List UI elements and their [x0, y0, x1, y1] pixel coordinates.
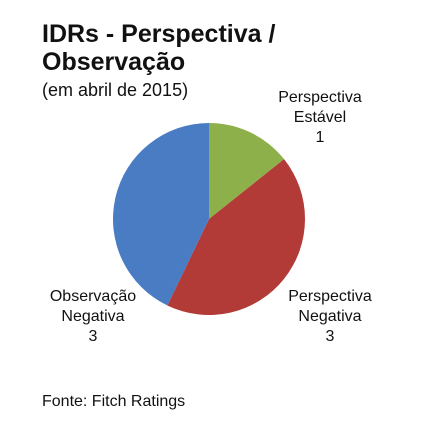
category-label: Perspectiva Estável — [278, 89, 362, 126]
pie-slice — [112, 123, 209, 306]
value-label: 3 — [325, 328, 335, 345]
value-label: 1 — [315, 129, 325, 146]
category-label: Perspectiva Negativa — [288, 288, 372, 325]
category-label: Observação Negativa — [49, 288, 137, 325]
chart-subtitle: (em abril de 2015) — [42, 80, 189, 100]
slice-label: Perspectiva Negativa 3 — [265, 287, 395, 347]
chart-title: IDRs - Perspectiva / Observação — [42, 20, 276, 76]
pie-slice — [167, 159, 306, 316]
slice-label: Observação Negativa 3 — [28, 287, 158, 347]
value-label: 3 — [88, 328, 98, 345]
source: Fonte: Fitch Ratings — [42, 393, 186, 410]
slice-label: Perspectiva Estável 1 — [255, 88, 385, 148]
pie-slice — [209, 123, 285, 219]
